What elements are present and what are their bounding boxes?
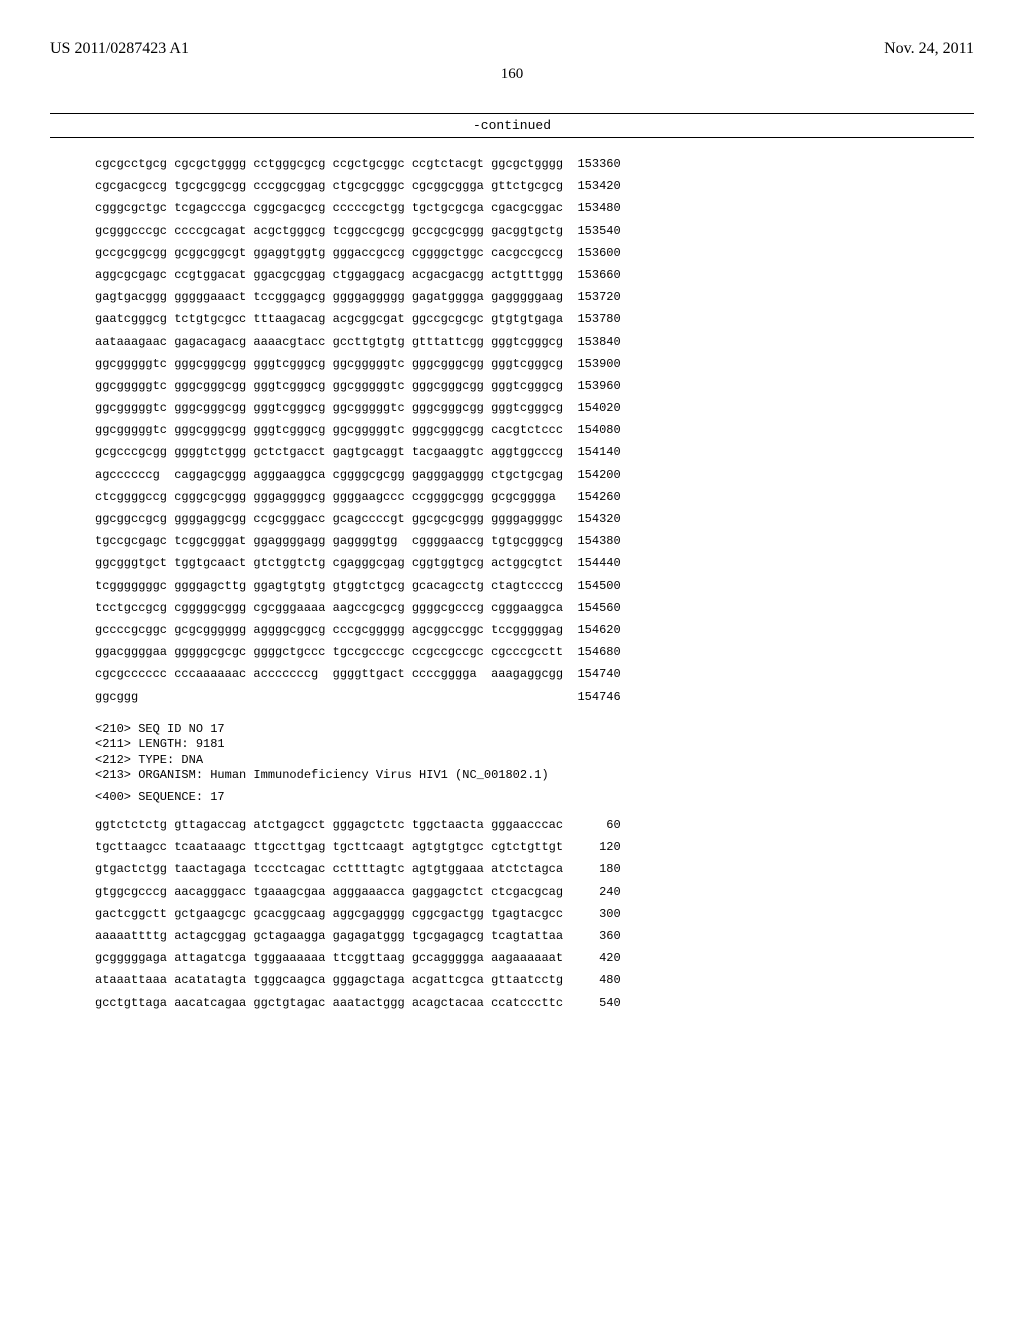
sequence-row: cgcgacgccg tgcgcggcgg cccggcggag ctgcgcg… bbox=[95, 180, 974, 193]
sequence-listing-2: ggtctctctg gttagaccag atctgagcct gggagct… bbox=[95, 819, 974, 1010]
sequence-row: ggacggggaa gggggcgcgc ggggctgccc tgccgcc… bbox=[95, 646, 974, 659]
continued-label: -continued bbox=[50, 116, 974, 135]
sequence-row: gccccgcggc gcgcgggggg aggggcggcg cccgcgg… bbox=[95, 624, 974, 637]
divider-top bbox=[50, 113, 974, 114]
sequence-label: <400> SEQUENCE: 17 bbox=[95, 790, 974, 804]
sequence-row: ggcgggggtc gggcgggcgg gggtcgggcg ggcgggg… bbox=[95, 402, 974, 415]
sequence-row: cgcgcctgcg cgcgctgggg cctgggcgcg ccgctgc… bbox=[95, 158, 974, 171]
sequence-row: gcgcccgcgg ggggtctggg gctctgacct gagtgca… bbox=[95, 446, 974, 459]
sequence-row: aataaagaac gagacagacg aaaacgtacc gccttgt… bbox=[95, 336, 974, 349]
sequence-row: agccccccg caggagcggg agggaaggca cggggcgc… bbox=[95, 469, 974, 482]
publication-number: US 2011/0287423 A1 bbox=[50, 40, 189, 58]
page-number: 160 bbox=[50, 66, 974, 83]
sequence-row: cgggcgctgc tcgagcccga cggcgacgcg cccccgc… bbox=[95, 202, 974, 215]
continued-section: -continued bbox=[50, 113, 974, 138]
sequence-row: gccgcggcgg gcggcggcgt ggaggtggtg gggaccg… bbox=[95, 247, 974, 260]
sequence-row: gactcggctt gctgaagcgc gcacggcaag aggcgag… bbox=[95, 908, 974, 921]
sequence-row: gcgggcccgc ccccgcagat acgctgggcg tcggccg… bbox=[95, 225, 974, 238]
sequence-row: tcgggggggc ggggagcttg ggagtgtgtg gtggtct… bbox=[95, 580, 974, 593]
meta-length: <211> LENGTH: 9181 bbox=[95, 737, 974, 753]
sequence-row: ataaattaaa acatatagta tgggcaagca gggagct… bbox=[95, 974, 974, 987]
meta-organism: <213> ORGANISM: Human Immunodeficiency V… bbox=[95, 768, 974, 784]
meta-type: <212> TYPE: DNA bbox=[95, 753, 974, 769]
sequence-row: tgcttaagcc tcaataaagc ttgccttgag tgcttca… bbox=[95, 841, 974, 854]
sequence-row: cgcgcccccc cccaaaaaac acccccccg ggggttga… bbox=[95, 668, 974, 681]
sequence-row: ggcggccgcg ggggaggcgg ccgcgggacc gcagccc… bbox=[95, 513, 974, 526]
sequence-row: tgccgcgagc tcggcgggat ggaggggagg gaggggt… bbox=[95, 535, 974, 548]
sequence-row: gagtgacggg gggggaaact tccgggagcg ggggagg… bbox=[95, 291, 974, 304]
publication-date: Nov. 24, 2011 bbox=[884, 40, 974, 58]
sequence-row: aggcgcgagc ccgtggacat ggacgcggag ctggagg… bbox=[95, 269, 974, 282]
sequence-row: ggcgggggtc gggcgggcgg gggtcgggcg ggcgggg… bbox=[95, 358, 974, 371]
divider-bottom bbox=[50, 137, 974, 138]
sequence-row: ggcgggggtc gggcgggcgg gggtcgggcg ggcgggg… bbox=[95, 424, 974, 437]
sequence-row-final: ggcggg 154746 bbox=[95, 691, 974, 704]
sequence-row: ggcgggtgct tggtgcaact gtctggtctg cgagggc… bbox=[95, 557, 974, 570]
sequence-row: aaaaattttg actagcggag gctagaagga gagagat… bbox=[95, 930, 974, 943]
sequence-row: gtgactctgg taactagaga tccctcagac cctttta… bbox=[95, 863, 974, 876]
sequence-row: ggcgggggtc gggcgggcgg gggtcgggcg ggcgggg… bbox=[95, 380, 974, 393]
sequence-row: gcgggggaga attagatcga tgggaaaaaa ttcggtt… bbox=[95, 952, 974, 965]
sequence-row: gtggcgcccg aacagggacc tgaaagcgaa agggaaa… bbox=[95, 886, 974, 899]
sequence-row: ggtctctctg gttagaccag atctgagcct gggagct… bbox=[95, 819, 974, 832]
sequence-row: ctcggggccg cgggcgcggg gggaggggcg ggggaag… bbox=[95, 491, 974, 504]
page-header: US 2011/0287423 A1 Nov. 24, 2011 bbox=[50, 40, 974, 58]
sequence-metadata: <210> SEQ ID NO 17 <211> LENGTH: 9181 <2… bbox=[95, 722, 974, 784]
sequence-listing-1: cgcgcctgcg cgcgctgggg cctgggcgcg ccgctgc… bbox=[95, 158, 974, 704]
sequence-row: tcctgccgcg cgggggcggg cgcgggaaaa aagccgc… bbox=[95, 602, 974, 615]
sequence-row: gcctgttaga aacatcagaa ggctgtagac aaatact… bbox=[95, 997, 974, 1010]
sequence-row: gaatcgggcg tctgtgcgcc tttaagacag acgcggc… bbox=[95, 313, 974, 326]
meta-seq-id: <210> SEQ ID NO 17 bbox=[95, 722, 974, 738]
